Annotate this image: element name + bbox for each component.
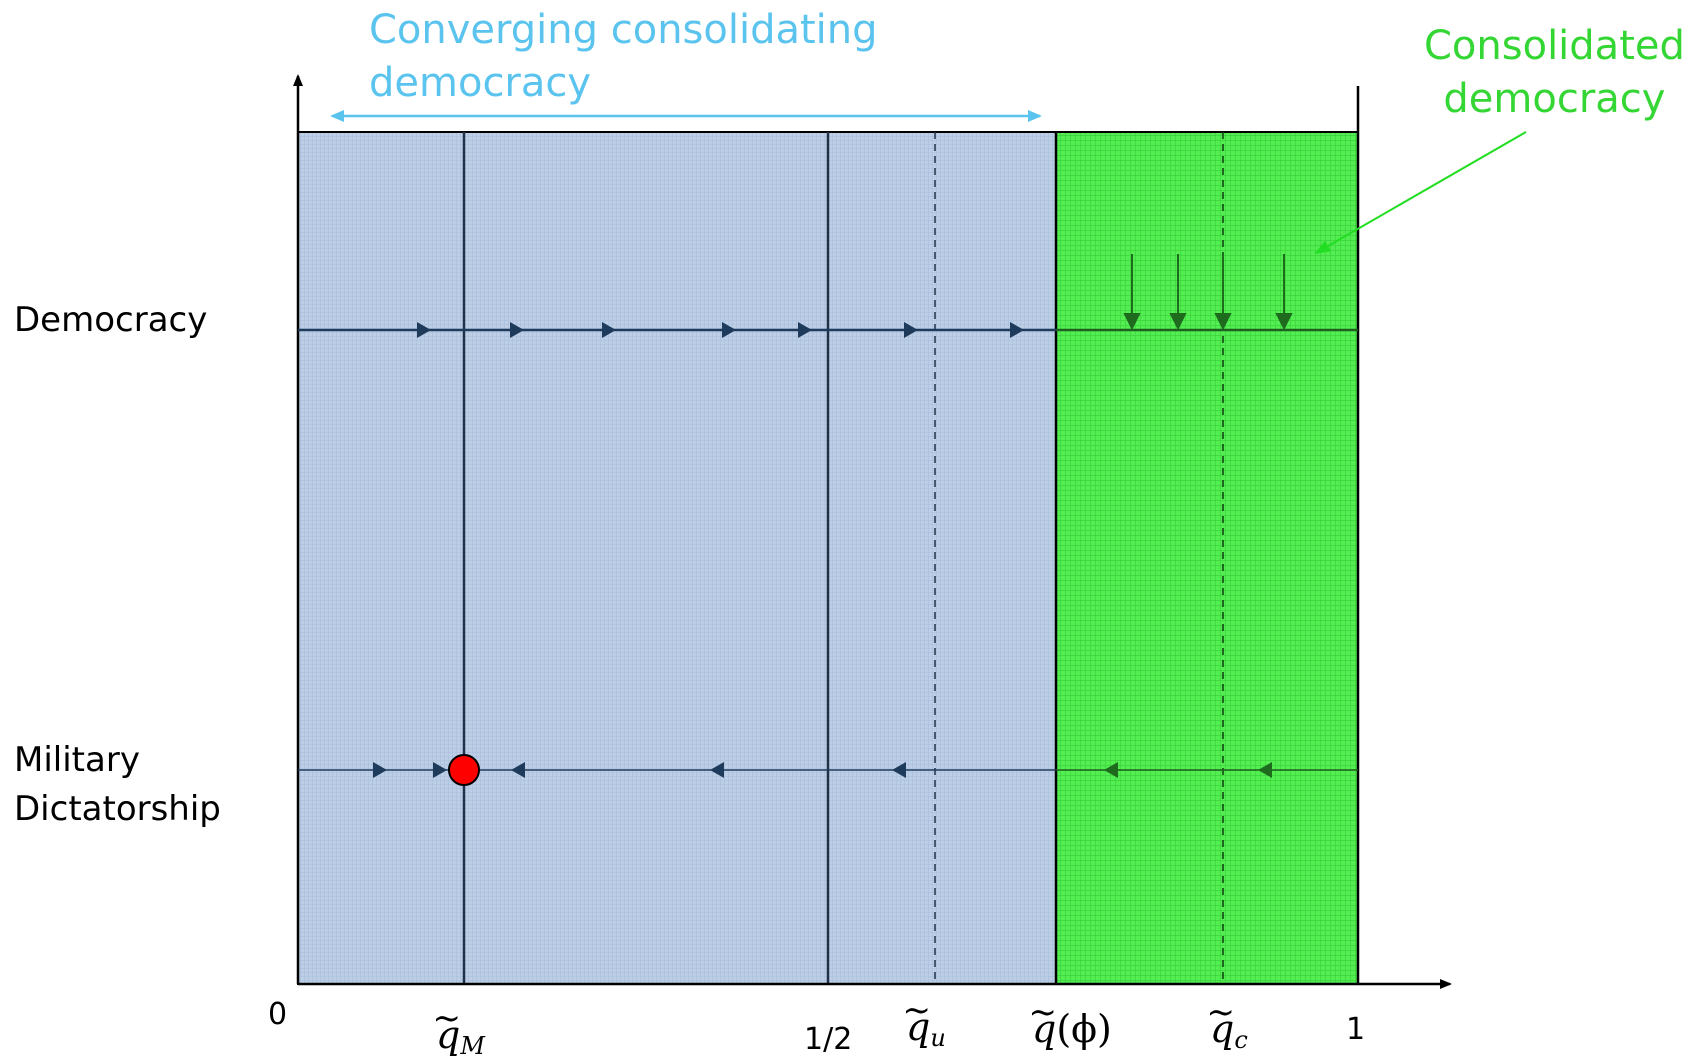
converging-annotation: Converging consolidating democracy — [369, 4, 878, 110]
origin-label: 0 — [268, 997, 288, 1032]
q-m-subscript: M — [460, 1032, 485, 1060]
dictatorship-arrows — [373, 762, 906, 778]
right-arrowhead — [433, 762, 447, 778]
one-label: 1 — [1346, 1012, 1366, 1047]
left-arrowhead — [1104, 762, 1118, 778]
q-c-subscript: c — [1234, 1026, 1248, 1054]
q-phi-label: q(ϕ) — [1032, 1004, 1112, 1055]
q-phi-symbol: q — [1032, 1004, 1056, 1055]
half-label: 1/2 — [804, 1022, 853, 1057]
democracy-drift-arrows — [417, 322, 1024, 338]
consolidated-region — [1056, 132, 1358, 984]
steady-state-point — [448, 754, 480, 786]
right-arrowhead — [904, 322, 918, 338]
right-arrowhead — [417, 322, 431, 338]
q-m-symbol: q — [436, 1010, 460, 1061]
right-arrowhead — [798, 322, 812, 338]
down-arrowhead — [1123, 313, 1141, 331]
right-arrowhead — [1010, 322, 1024, 338]
consolidation-down-arrows — [1123, 254, 1293, 331]
consolidated-annotation: Consolidated democracy — [1424, 20, 1684, 126]
consolidated-annotation-line1: Consolidated — [1424, 23, 1684, 69]
right-arrowhead — [510, 322, 524, 338]
q-u-label: qu — [906, 1002, 946, 1055]
consolidated-annotation-line2: democracy — [1443, 76, 1666, 123]
q-m-label: qM — [436, 1010, 485, 1063]
right-arrowhead — [373, 762, 387, 778]
left-arrowhead — [511, 762, 525, 778]
left-arrowhead — [710, 762, 724, 778]
q-c-label: qc — [1210, 1004, 1248, 1057]
q-phi-argument: (ϕ) — [1056, 1007, 1112, 1051]
q-u-symbol: q — [906, 1002, 930, 1053]
military-label-line1: Military — [14, 740, 140, 780]
converging-region — [298, 132, 1056, 984]
q-u-subscript: u — [930, 1024, 946, 1052]
democracy-label: Democracy — [14, 300, 208, 340]
down-arrowhead — [1169, 313, 1187, 331]
right-arrowhead — [722, 322, 736, 338]
military-dictatorship-label: Military Dictatorship — [14, 736, 221, 835]
right-arrowhead — [602, 322, 616, 338]
consolidated-pointer-arrow — [1314, 131, 1527, 254]
converging-annotation-line1: Converging consolidating — [369, 7, 878, 53]
down-arrowhead — [1214, 313, 1232, 331]
converging-annotation-line2: democracy — [369, 60, 592, 107]
left-arrowhead — [892, 762, 906, 778]
down-arrowhead — [1275, 313, 1293, 331]
dictatorship-arrows-green — [1104, 762, 1272, 778]
left-arrowhead — [1258, 762, 1272, 778]
q-c-symbol: q — [1210, 1004, 1234, 1055]
military-label-line2: Dictatorship — [14, 789, 221, 830]
